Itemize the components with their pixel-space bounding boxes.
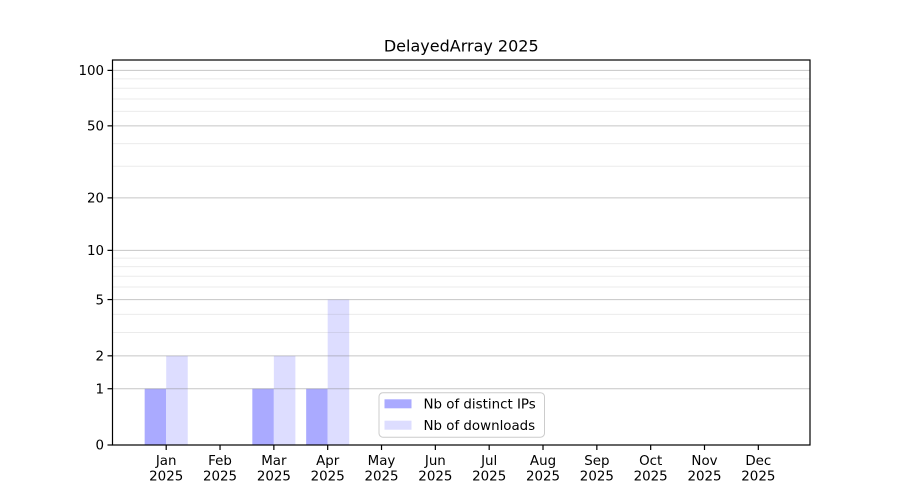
y-axis-tick-label: 5	[95, 293, 104, 308]
x-axis-year-label: 2025	[634, 470, 668, 485]
x-axis-year-label: 2025	[418, 470, 452, 485]
x-axis-month-label: Aug	[530, 454, 556, 469]
x-axis-month-label: Oct	[639, 454, 662, 469]
x-axis-year-label: 2025	[580, 470, 614, 485]
legend-swatch-distinct-ips	[384, 399, 412, 409]
y-axis-tick-label: 20	[87, 192, 104, 207]
x-axis-year-label: 2025	[741, 470, 775, 485]
x-axis-month-label: Nov	[691, 454, 717, 469]
y-axis-tick-label: 100	[78, 64, 104, 79]
x-axis-month-label: Dec	[745, 454, 771, 469]
legend-label: Nb of downloads	[424, 419, 536, 434]
x-axis: Jan2025Feb2025Mar2025Apr2025May2025Jun20…	[149, 445, 775, 485]
y-axis: 0 1 2 5 10 20 50 100	[78, 64, 113, 454]
y-axis-tick-label: 10	[87, 244, 104, 259]
legend: Nb of distinct IPs Nb of downloads	[378, 392, 545, 438]
x-axis-year-label: 2025	[526, 470, 560, 485]
x-axis-year-label: 2025	[472, 470, 506, 485]
y-axis-tick-label: 0	[95, 439, 104, 454]
y-axis-tick-label: 2	[95, 350, 104, 365]
x-axis-month-label: Sep	[584, 454, 609, 469]
bar-distinct-ips	[252, 388, 274, 445]
bar-distinct-ips	[306, 388, 328, 445]
x-axis-year-label: 2025	[203, 470, 237, 485]
x-axis-month-label: Feb	[208, 454, 232, 469]
x-axis-month-label: May	[368, 454, 396, 469]
bars-group	[144, 299, 350, 445]
chart-title: DelayedArray 2025	[384, 37, 539, 56]
legend-frame	[378, 392, 545, 438]
x-axis-year-label: 2025	[311, 470, 345, 485]
bar-distinct-ips	[144, 388, 167, 445]
x-axis-month-label: Mar	[261, 454, 287, 469]
x-axis-month-label: Jan	[155, 454, 177, 469]
x-axis-year-label: 2025	[149, 470, 183, 485]
legend-swatch-downloads	[384, 420, 412, 430]
bar-downloads	[273, 355, 296, 445]
y-axis-tick-label: 50	[87, 120, 104, 135]
y-axis-tick-label: 1	[95, 382, 104, 397]
x-axis-year-label: 2025	[257, 470, 291, 485]
plot-box-spines	[111, 59, 811, 446]
x-axis-month-label: Jun	[424, 454, 446, 469]
x-axis-year-label: 2025	[364, 470, 398, 485]
bar-downloads	[166, 355, 188, 445]
x-axis-month-label: Jul	[480, 454, 497, 469]
gridlines-group	[112, 69, 810, 390]
x-axis-month-label: Apr	[316, 454, 340, 469]
legend-label: Nb of distinct IPs	[424, 397, 536, 412]
x-axis-year-label: 2025	[687, 470, 721, 485]
bar-downloads	[327, 299, 350, 445]
